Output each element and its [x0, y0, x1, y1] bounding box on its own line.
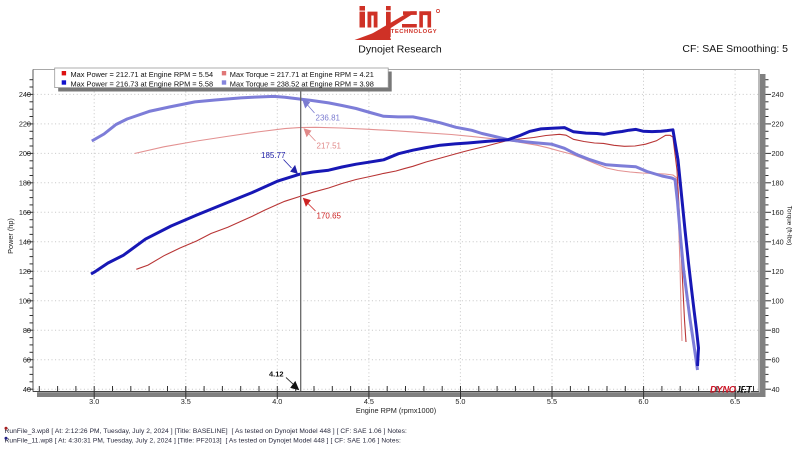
svg-text:40: 40: [772, 385, 780, 394]
svg-text:140: 140: [19, 237, 31, 246]
svg-text:Max Power = 216.73 at Engine R: Max Power = 216.73 at Engine RPM = 5.58: [71, 79, 214, 88]
svg-text:CF: SAE Smoothing: 5: CF: SAE Smoothing: 5: [682, 43, 788, 55]
svg-text:160: 160: [772, 208, 784, 217]
svg-text:240: 240: [772, 90, 784, 99]
svg-text:Engine RPM (rpmx1000): Engine RPM (rpmx1000): [356, 406, 436, 415]
svg-text:80: 80: [772, 326, 780, 335]
svg-text:200: 200: [19, 149, 31, 158]
svg-text:60: 60: [23, 355, 31, 364]
svg-text:185.77: 185.77: [261, 151, 286, 160]
svg-text:200: 200: [772, 149, 784, 158]
svg-text:5.0: 5.0: [455, 397, 465, 406]
svg-text:DYNO: DYNO: [710, 384, 737, 394]
svg-text:40: 40: [23, 385, 31, 394]
svg-text:140: 140: [772, 237, 784, 246]
svg-text:220: 220: [19, 120, 31, 129]
svg-text:240: 240: [19, 90, 31, 99]
svg-text:180: 180: [772, 178, 784, 187]
svg-text:Max Power = 212.71 at Engine R: Max Power = 212.71 at Engine RPM = 5.54: [71, 70, 214, 79]
svg-text:Max Torque = 238.52 at Engine: Max Torque = 238.52 at Engine RPM = 3.98: [230, 79, 374, 88]
svg-text:217.51: 217.51: [317, 142, 342, 151]
svg-text:Torque (ft-lbs): Torque (ft-lbs): [786, 206, 793, 245]
svg-text:236.81: 236.81: [316, 113, 341, 122]
svg-text:Dynojet Research: Dynojet Research: [358, 44, 442, 56]
svg-text:5.5: 5.5: [547, 397, 557, 406]
svg-text:RunFile_3.wp8 [ At: 2:12:26 PM: RunFile_3.wp8 [ At: 2:12:26 PM, Tuesday,…: [5, 428, 408, 435]
svg-text:80: 80: [23, 326, 31, 335]
svg-text:3.0: 3.0: [89, 397, 99, 406]
svg-text:6.5: 6.5: [730, 397, 740, 406]
svg-text:60: 60: [772, 355, 780, 364]
svg-text:RunFile_11.wp8 [ At: 4:30:31 P: RunFile_11.wp8 [ At: 4:30:31 PM, Tuesday…: [5, 438, 401, 445]
svg-text:120: 120: [772, 267, 784, 276]
svg-text:120: 120: [19, 267, 31, 276]
svg-text:160: 160: [19, 208, 31, 217]
svg-text:4.0: 4.0: [272, 397, 282, 406]
svg-text:170.65: 170.65: [317, 212, 342, 221]
svg-text:Max Torque = 217.71 at Engine: Max Torque = 217.71 at Engine RPM = 4.21: [230, 70, 374, 79]
svg-text:6.0: 6.0: [638, 397, 648, 406]
svg-text:100: 100: [19, 296, 31, 305]
svg-text:Power (hp): Power (hp): [6, 218, 15, 254]
svg-text:220: 220: [772, 120, 784, 129]
svg-text:3.5: 3.5: [181, 397, 191, 406]
svg-text:100: 100: [772, 296, 784, 305]
svg-text:180: 180: [19, 178, 31, 187]
svg-text:4.5: 4.5: [364, 397, 374, 406]
svg-text:4.12: 4.12: [269, 370, 284, 379]
svg-text:TECHNOLOGY: TECHNOLOGY: [391, 29, 437, 35]
